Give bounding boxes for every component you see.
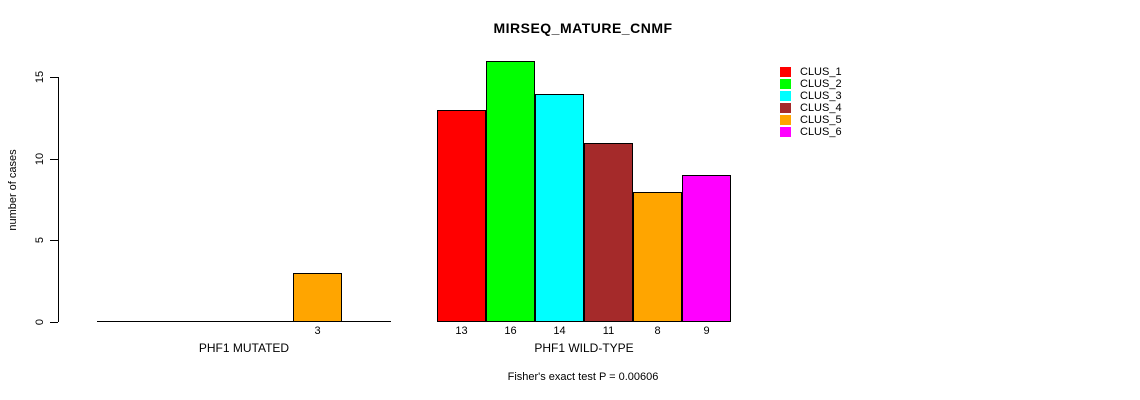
y-axis-tick xyxy=(50,77,58,78)
bar-clus_4 xyxy=(584,143,633,322)
chart-title: MIRSEQ_MATURE_CNMF xyxy=(493,20,673,36)
legend-item: CLUS_6 xyxy=(780,126,842,138)
legend-item: CLUS_3 xyxy=(780,90,842,102)
y-axis-label: number of cases xyxy=(7,149,19,231)
fisher-test-note: Fisher's exact test P = 0.00606 xyxy=(507,371,659,383)
legend-label: CLUS_5 xyxy=(800,114,842,126)
y-axis-tick-label: 0 xyxy=(34,318,46,326)
y-axis-tick-label: 5 xyxy=(34,236,46,244)
bar-clus_1 xyxy=(437,110,486,322)
y-axis-tick xyxy=(50,240,58,241)
bar-value-label: 8 xyxy=(654,325,661,337)
y-axis-tick-label: 10 xyxy=(34,152,46,166)
bar-clus_5 xyxy=(293,273,342,322)
legend-label: CLUS_2 xyxy=(800,78,842,90)
bar-clus_5 xyxy=(633,192,682,322)
legend-label: CLUS_3 xyxy=(800,90,842,102)
legend-swatch-clus_1 xyxy=(780,67,791,77)
x-axis-baseline xyxy=(97,321,391,322)
legend-item: CLUS_5 xyxy=(780,114,842,126)
legend-swatch-clus_2 xyxy=(780,79,791,89)
bar-clus_6 xyxy=(682,175,731,322)
bar-value-label: 9 xyxy=(703,325,710,337)
bar-value-label: 13 xyxy=(455,325,468,337)
bar-value-label: 3 xyxy=(314,325,321,337)
legend-item: CLUS_4 xyxy=(780,102,842,114)
legend: CLUS_1 CLUS_2 CLUS_3 CLUS_4 CLUS_5 CLUS_6 xyxy=(780,66,842,138)
group-label-phf1-wild-type: PHF1 WILD-TYPE xyxy=(534,341,634,355)
bar-clus_3 xyxy=(535,94,584,322)
y-axis-tick xyxy=(50,159,58,160)
legend-label: CLUS_6 xyxy=(800,126,842,138)
legend-label: CLUS_4 xyxy=(800,102,842,114)
legend-item: CLUS_2 xyxy=(780,78,842,90)
legend-label: CLUS_1 xyxy=(800,66,842,78)
y-axis-line xyxy=(58,77,59,322)
bar-clus_2 xyxy=(486,61,535,322)
bar-value-label: 14 xyxy=(553,325,566,337)
legend-swatch-clus_3 xyxy=(780,91,791,101)
bar-value-label: 11 xyxy=(602,325,615,337)
legend-swatch-clus_5 xyxy=(780,115,791,125)
bar-value-label: 16 xyxy=(504,325,517,337)
y-axis-tick xyxy=(50,322,58,323)
y-axis-tick-label: 15 xyxy=(34,70,46,84)
legend-swatch-clus_4 xyxy=(780,103,791,113)
legend-swatch-clus_6 xyxy=(780,127,791,137)
legend-item: CLUS_1 xyxy=(780,66,842,78)
group-label-phf1-mutated: PHF1 MUTATED xyxy=(198,341,290,355)
